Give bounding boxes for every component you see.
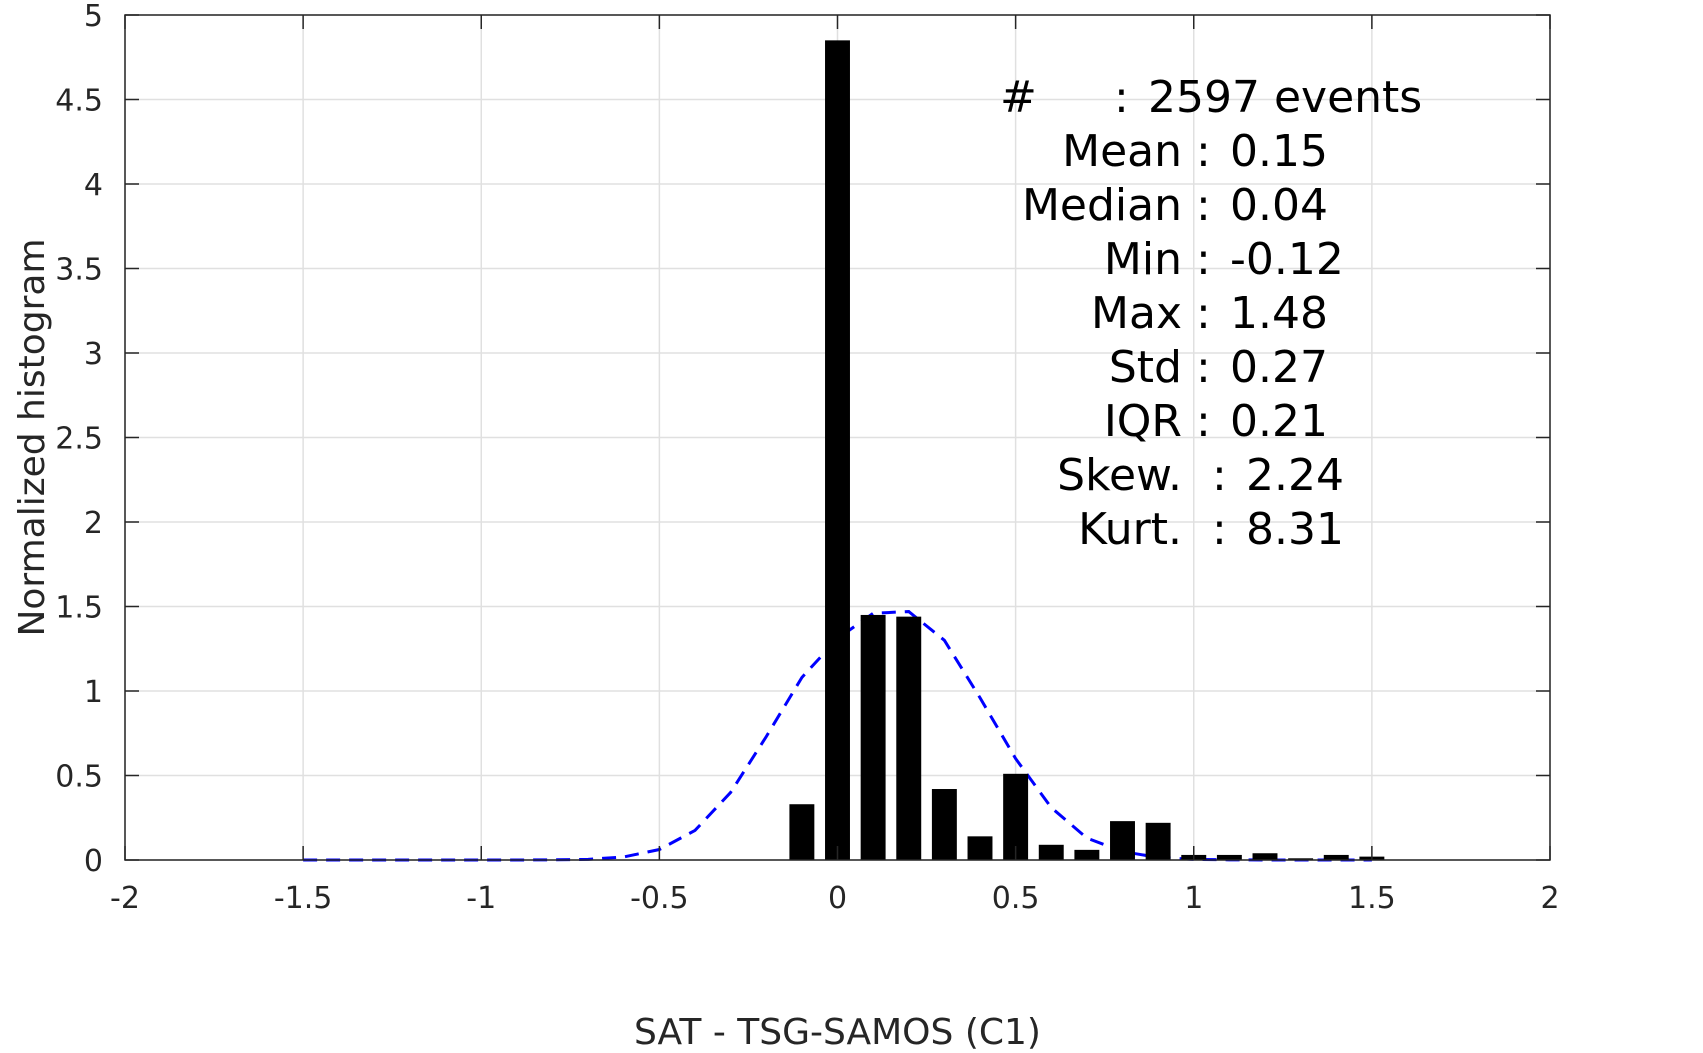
histogram-bar (1110, 821, 1135, 860)
stats-separator: : (1212, 504, 1227, 555)
histogram-bar (1038, 844, 1064, 860)
stats-label: IQR (1104, 396, 1182, 447)
y-tick-label: 3.5 (55, 253, 103, 288)
y-tick-label: 3 (84, 337, 103, 372)
histogram-bars (789, 40, 1385, 861)
stats-value: 0.15 (1230, 126, 1328, 177)
histogram-bar (1288, 858, 1314, 860)
x-tick-label: -0.5 (630, 881, 689, 916)
histogram-bar (1323, 854, 1349, 860)
x-tick-label: -1.5 (274, 881, 333, 916)
stats-value: 0.04 (1230, 180, 1328, 231)
x-tick-label: 1.5 (1348, 881, 1396, 916)
stats-separator: : (1212, 450, 1227, 501)
x-tick-label: 1 (1184, 881, 1203, 916)
stats-label: Mean (1062, 126, 1182, 177)
y-tick-label: 4.5 (55, 84, 103, 119)
y-tick-label: 2 (84, 506, 103, 541)
stats-value: 2597 events (1148, 72, 1422, 123)
histogram-bar (1074, 849, 1100, 860)
stats-separator: : (1114, 72, 1129, 123)
stats-label: Std (1109, 342, 1182, 393)
y-tick-label: 0 (84, 844, 103, 879)
histogram-bar (1145, 822, 1171, 860)
stats-separator: : (1196, 234, 1211, 285)
y-tick-label: 5 (84, 0, 103, 34)
stats-value: -0.12 (1230, 234, 1344, 285)
y-tick-label: 0.5 (55, 760, 103, 795)
histogram-bar (825, 40, 850, 861)
stats-value: 2.24 (1246, 450, 1344, 501)
stats-separator: : (1196, 396, 1211, 447)
stats-separator: : (1196, 180, 1211, 231)
stats-value: 8.31 (1246, 504, 1344, 555)
stats-separator: : (1196, 288, 1211, 339)
stats-label: Kurt. (1078, 504, 1182, 555)
y-tick-label: 2.5 (55, 422, 103, 457)
stats-label: Median (1022, 180, 1182, 231)
stats-label: # (1000, 72, 1037, 123)
histogram-bar (896, 616, 922, 860)
stats-separator: : (1196, 342, 1211, 393)
x-tick-label: 0.5 (992, 881, 1040, 916)
histogram-bar (789, 804, 815, 860)
histogram-bar (1003, 773, 1029, 860)
y-tick-label: 4 (84, 168, 103, 203)
x-tick-label: 2 (1540, 881, 1559, 916)
histogram-bar (1216, 854, 1242, 860)
x-axis-label: SAT - TSG-SAMOS (C1) (634, 1012, 1041, 1053)
stats-value: 0.21 (1230, 396, 1328, 447)
axis-ticks: -2 -1.5 -1 -0.5 0 0.5 1 1.5 2 0 0.5 1 1.5 2 2.5 3 3.5 4 4.… (55, 0, 1559, 916)
stats-separator: : (1196, 126, 1211, 177)
y-tick-label: 1 (84, 675, 103, 710)
y-tick-label: 1.5 (55, 591, 103, 626)
stats-label: Max (1091, 288, 1182, 339)
histogram-bar (967, 836, 993, 860)
x-tick-label: -2 (110, 881, 140, 916)
x-tick-label: 0 (828, 881, 847, 916)
histogram-bar (931, 789, 957, 860)
stats-label: Skew. (1057, 450, 1182, 501)
y-axis-label: Normalized histogram (12, 238, 53, 636)
x-tick-label: -1 (466, 881, 496, 916)
stats-label: Min (1104, 234, 1182, 285)
stats-value: 0.27 (1230, 342, 1328, 393)
histogram-bar (1252, 853, 1278, 860)
histogram-bar (860, 614, 886, 860)
stats-value: 1.48 (1230, 288, 1328, 339)
